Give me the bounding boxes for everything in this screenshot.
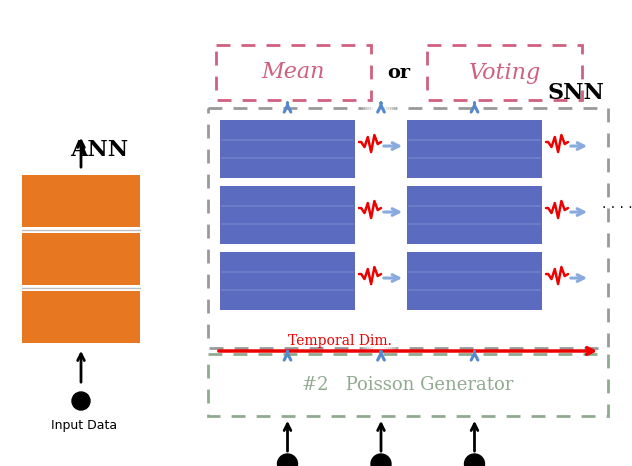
FancyBboxPatch shape	[22, 291, 140, 343]
Text: · · · · · ·: · · · · · ·	[602, 201, 632, 215]
Text: Mean: Mean	[262, 62, 325, 83]
Bar	[216, 45, 371, 100]
FancyBboxPatch shape	[407, 186, 542, 244]
FancyBboxPatch shape	[220, 252, 355, 310]
FancyBboxPatch shape	[22, 175, 140, 227]
Text: SNN: SNN	[547, 82, 604, 104]
Circle shape	[72, 392, 90, 410]
Text: #2   Poisson Generator: #2 Poisson Generator	[302, 376, 514, 394]
FancyBboxPatch shape	[220, 186, 355, 244]
Circle shape	[371, 454, 391, 466]
Circle shape	[465, 454, 485, 466]
Bar	[427, 45, 582, 100]
Bar	[208, 354, 608, 416]
Text: Input Data: Input Data	[51, 419, 117, 432]
FancyBboxPatch shape	[407, 252, 542, 310]
Bar	[208, 108, 608, 348]
FancyBboxPatch shape	[220, 120, 355, 178]
Text: or: or	[387, 63, 411, 82]
Text: Temporal Dim.: Temporal Dim.	[288, 334, 392, 348]
FancyBboxPatch shape	[407, 120, 542, 178]
Text: Voting: Voting	[468, 62, 540, 83]
Text: ANN: ANN	[70, 139, 128, 161]
FancyBboxPatch shape	[22, 233, 140, 285]
Circle shape	[277, 454, 298, 466]
